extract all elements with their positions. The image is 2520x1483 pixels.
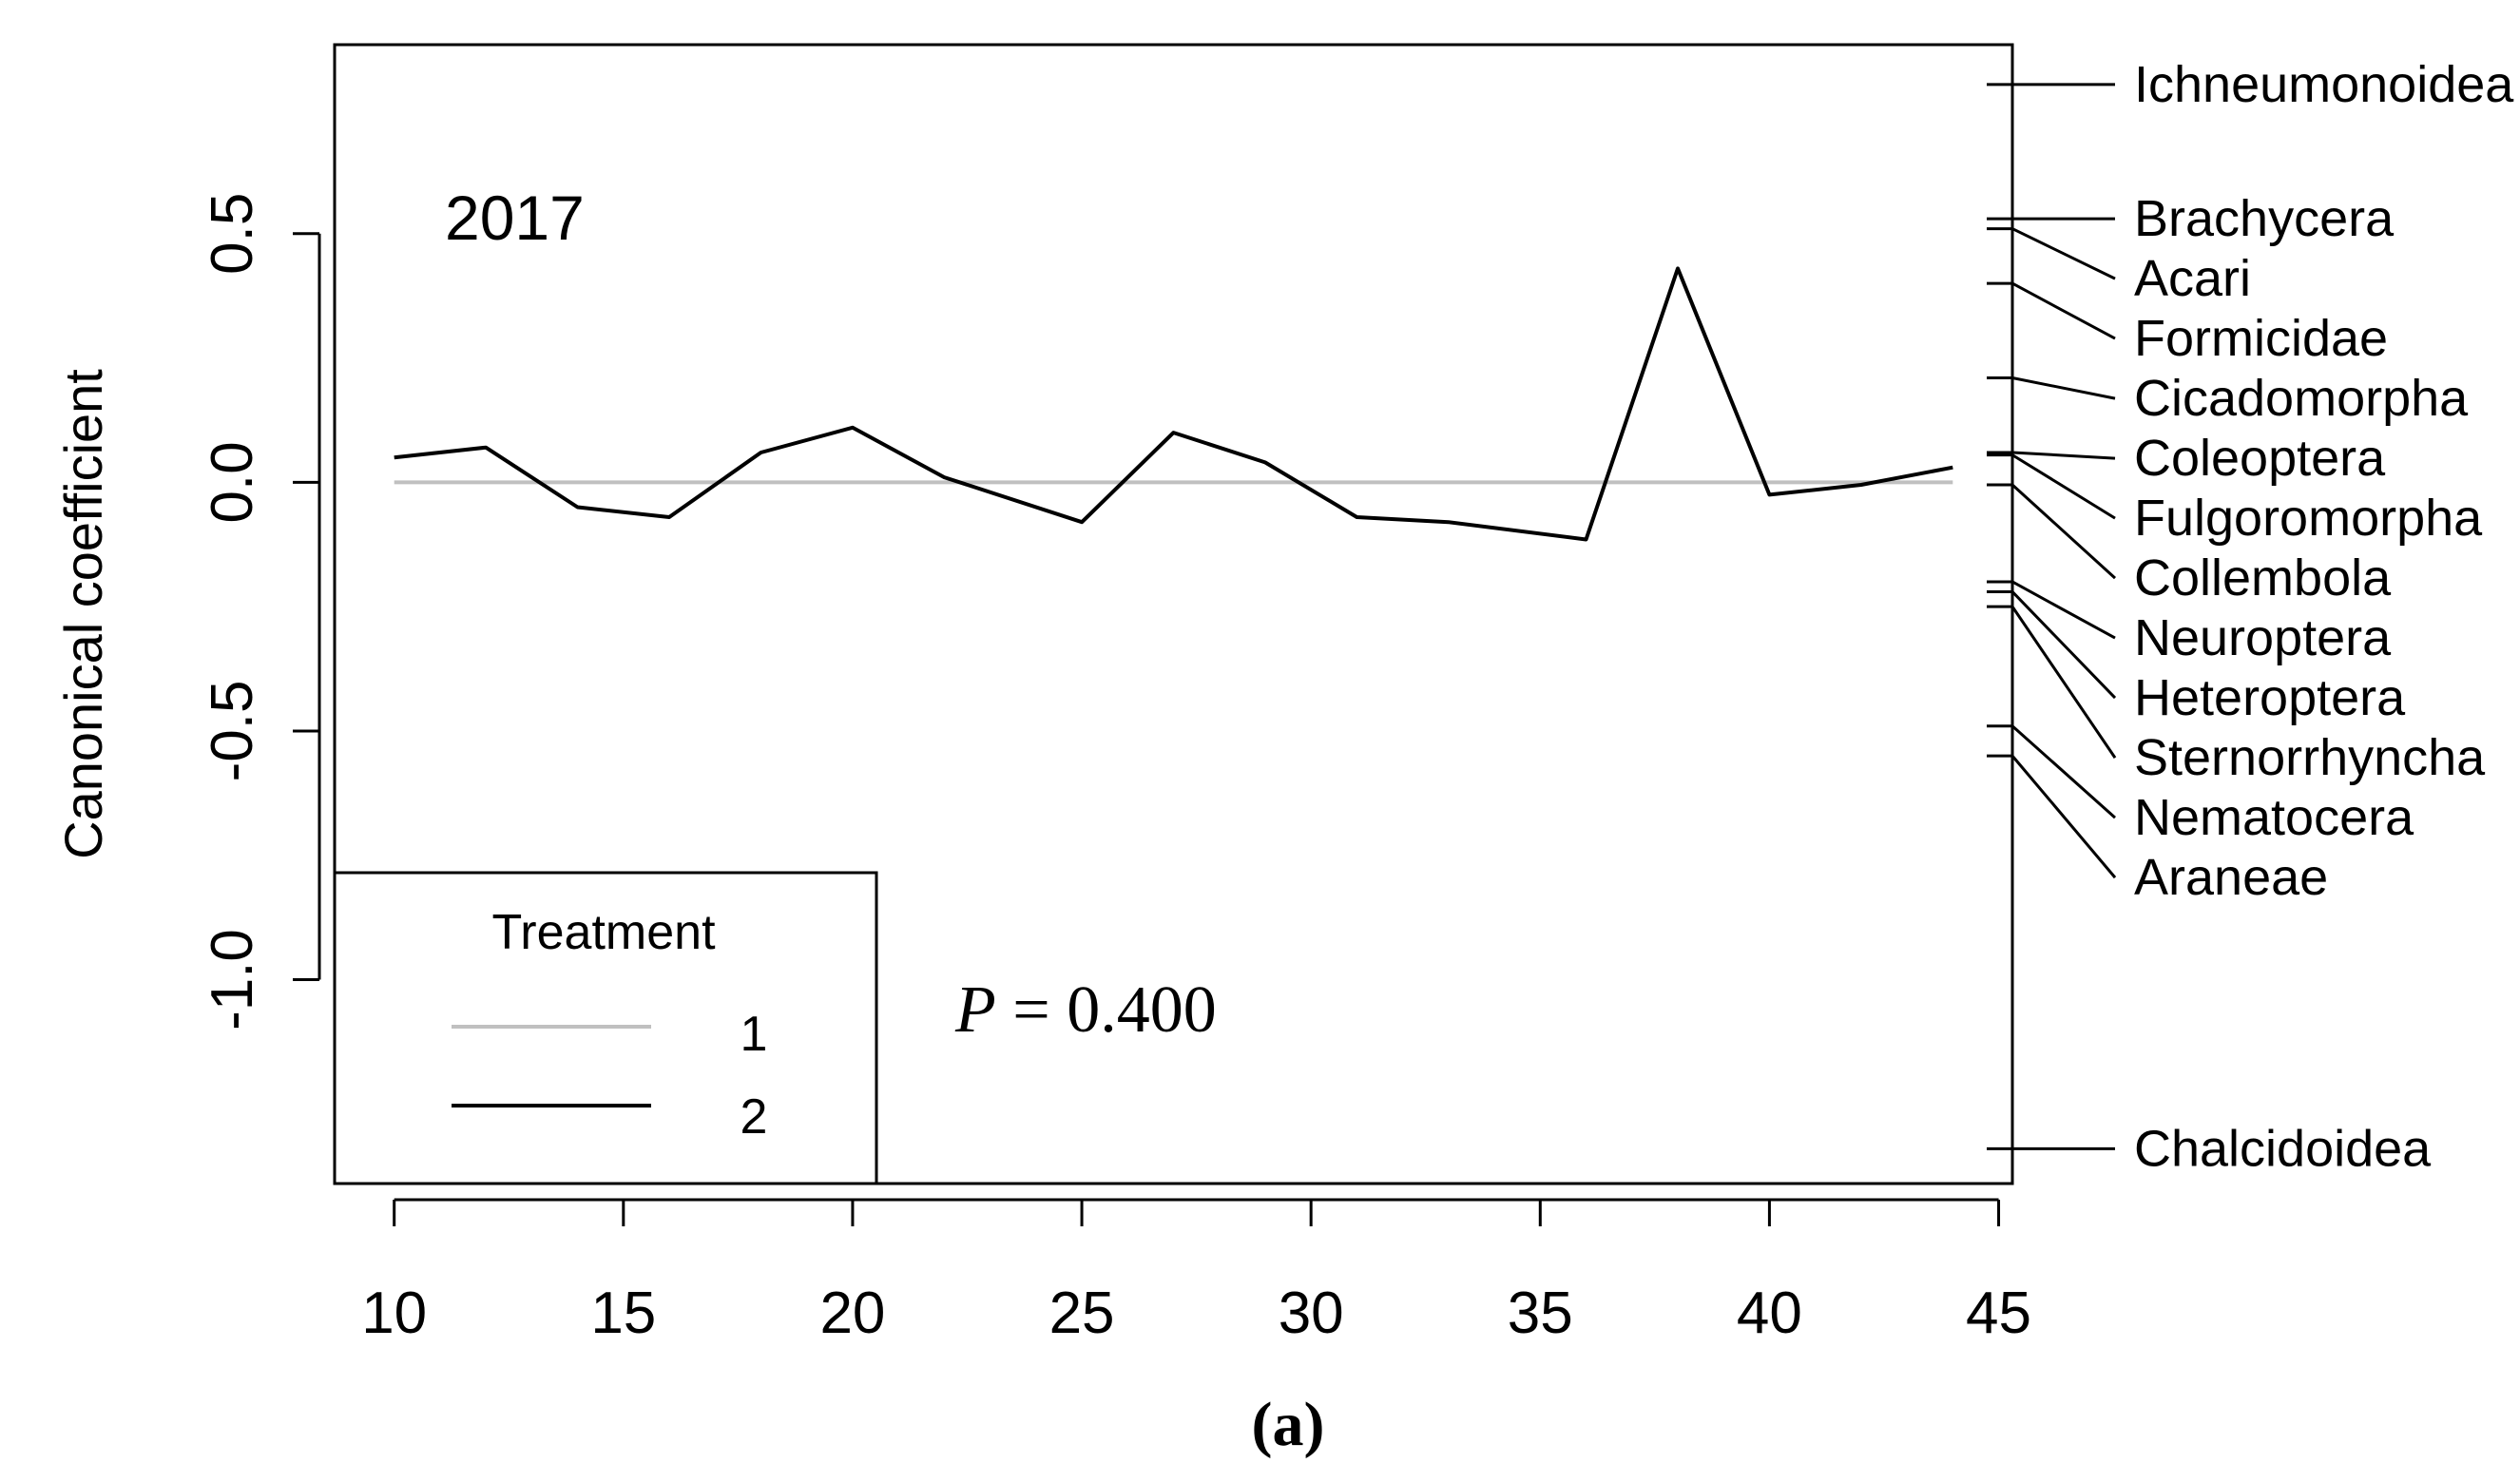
species-connector — [2011, 580, 2116, 640]
species-label: Formicidae — [2134, 310, 2388, 367]
species-label: Brachycera — [2134, 190, 2395, 247]
plot-frame — [333, 43, 2014, 1185]
y-tick-label: 0.0 — [200, 441, 265, 523]
x-tick-label: 10 — [361, 1281, 427, 1346]
legend: Treatment 1 2 — [333, 871, 878, 1185]
x-tick-label: 40 — [1737, 1281, 1802, 1346]
species-label: Cicadomorpha — [2134, 370, 2469, 427]
species-label: Ichneumonoidea — [2134, 56, 2514, 113]
species-connector — [2011, 724, 2116, 819]
species-labels: IchneumonoideaBrachyceraAcariFormicidaeC… — [1987, 56, 2514, 1177]
species-connector — [2011, 227, 2116, 280]
species-connector — [2011, 451, 2116, 460]
species-label: Fulgoromorpha — [2134, 490, 2483, 547]
species-label: Coleoptera — [2134, 430, 2386, 487]
x-tick-label: 25 — [1049, 1281, 1115, 1346]
species-label: Araneae — [2134, 849, 2328, 906]
y-tick-label: -0.5 — [200, 680, 265, 781]
species-connector — [2010, 606, 2117, 759]
species-label: Nematocera — [2134, 789, 2414, 846]
legend-title: Treatment — [491, 905, 716, 960]
species-label: Acari — [2134, 250, 2251, 307]
y-tick-label: 0.5 — [200, 193, 265, 275]
species-label: Neuroptera — [2134, 609, 2392, 666]
p-symbol: P — [954, 973, 996, 1047]
legend-label-2: 2 — [741, 1089, 768, 1145]
species-connector — [2011, 281, 2116, 340]
species-label: Collembola — [2134, 549, 2392, 607]
x-tick-label: 20 — [819, 1281, 885, 1346]
species-label: Sternorrhyncha — [2134, 729, 2486, 786]
legend-label-1: 1 — [741, 1007, 768, 1062]
species-connector — [2010, 590, 2117, 700]
chart-title-year: 2017 — [445, 183, 585, 253]
p-value-annotation: P = 0.400 — [954, 973, 1217, 1047]
series-line-2 — [394, 266, 1953, 542]
species-connector — [2010, 483, 2117, 580]
x-tick-label: 35 — [1508, 1281, 1573, 1346]
species-label: Heteroptera — [2134, 669, 2406, 726]
x-tick-label: 15 — [590, 1281, 656, 1346]
y-axis: -1.0 -0.5 0.0 0.5 — [200, 193, 321, 1030]
y-tick-label: -1.0 — [200, 929, 265, 1030]
species-connector — [2011, 453, 2116, 520]
x-tick-label: 30 — [1279, 1281, 1344, 1346]
figure-caption: (a) — [1252, 1390, 1325, 1459]
p-value-text: = 0.400 — [996, 973, 1217, 1047]
x-axis: 10 15 20 25 30 35 40 45 — [361, 1198, 2031, 1346]
species-connector — [2010, 755, 2117, 879]
species-label: Chalcidoidea — [2134, 1120, 2432, 1177]
series-layer — [394, 266, 1953, 542]
x-tick-label: 45 — [1966, 1281, 2031, 1346]
species-connector — [2011, 376, 2116, 400]
y-axis-label: Canonical coefficient — [53, 369, 113, 859]
